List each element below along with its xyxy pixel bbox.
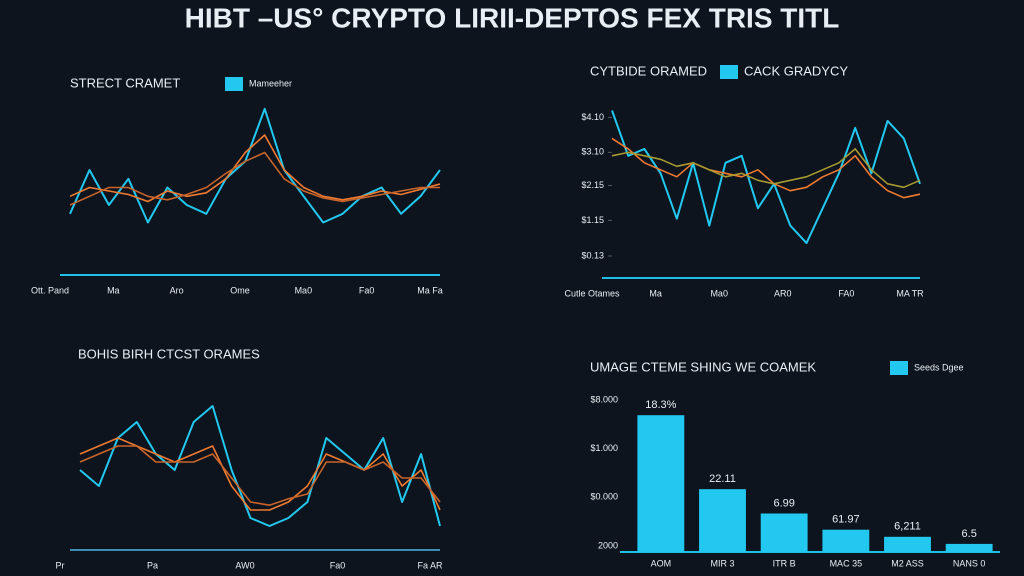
x-tick-label: Ma xyxy=(649,288,662,298)
bar xyxy=(945,543,993,552)
y-tick-label: $0.13 xyxy=(581,250,604,260)
line-series xyxy=(69,151,440,206)
line-series xyxy=(611,148,921,189)
line-series xyxy=(79,445,441,507)
x-tick-label: Aro xyxy=(170,285,184,295)
x-tick-label: Ma0 xyxy=(710,288,728,298)
y-tick-label: $3.10 xyxy=(581,147,604,157)
x-tick-label: M2 ASS xyxy=(891,558,924,568)
chart-title: BOHIS BIRH CTCST ORAMES xyxy=(78,346,260,361)
y-tick-label: $2.15 xyxy=(581,180,604,190)
y-tick-label: $0.000 xyxy=(590,492,618,502)
x-tick-label: ITR B xyxy=(773,558,796,568)
y-tick-label: $4.10 xyxy=(581,112,604,122)
x-tick-label: Ma0 xyxy=(295,285,313,295)
legend-swatch xyxy=(890,361,908,375)
line-series xyxy=(79,405,441,527)
x-tick-label: Cutle Otames xyxy=(564,288,620,298)
x-tick-label: AR0 xyxy=(774,288,792,298)
bar-annotation: 6.99 xyxy=(773,497,794,509)
legend-swatch xyxy=(720,65,738,79)
line-series xyxy=(69,107,441,224)
x-tick-label: Ott. Pand xyxy=(31,285,69,295)
x-tick-label: MAC 35 xyxy=(830,558,863,568)
bar xyxy=(822,529,870,552)
y-tick-label: $1.15 xyxy=(581,215,604,225)
x-tick-label: Fa0 xyxy=(330,560,346,570)
x-tick-label: Fa0 xyxy=(359,285,375,295)
legend-label: CACK GRADYCY xyxy=(744,63,848,78)
legend-label: Mameeher xyxy=(249,78,292,88)
bar-annotation: 22.11 xyxy=(709,473,736,485)
y-tick-label: $8.000 xyxy=(590,394,618,404)
bar xyxy=(699,489,746,552)
x-tick-label: NANS 0 xyxy=(953,558,986,568)
chart-title: UMAGE CTEME SHING WE COAMEK xyxy=(590,359,816,374)
legend-swatch xyxy=(225,77,243,91)
x-tick-label: FA0 xyxy=(838,288,854,298)
x-tick-label: AW0 xyxy=(235,560,254,570)
x-tick-label: AOM xyxy=(651,558,672,568)
line-series xyxy=(611,137,921,199)
bar-annotation: 6,211 xyxy=(894,521,921,533)
x-tick-label: MA TR xyxy=(896,288,924,298)
x-tick-label: Fa AR xyxy=(417,560,443,570)
x-tick-label: Pr xyxy=(56,560,65,570)
x-tick-label: MIR 3 xyxy=(710,558,734,568)
x-tick-label: Pa xyxy=(147,560,158,570)
bar xyxy=(760,513,808,552)
chart-title: STRECT CRAMET xyxy=(70,75,180,90)
y-tick-label: $1.000 xyxy=(590,443,618,453)
bar xyxy=(637,415,685,552)
bar-annotation: 61.97 xyxy=(832,514,860,526)
line-series xyxy=(79,437,441,511)
bar-annotation: 6.5 xyxy=(962,528,977,540)
line-series xyxy=(69,134,441,203)
chart-title: CYTBIDE ORAMED xyxy=(590,63,707,78)
x-tick-label: Ome xyxy=(230,285,250,295)
x-tick-label: Ma xyxy=(107,285,120,295)
page-title: HIBT –US° CRYPTO LIRII-DEPTOS FEX TRIS T… xyxy=(185,2,840,33)
legend-label: Seeds Dgee xyxy=(914,362,964,372)
y-tick-label: 2000 xyxy=(598,540,618,550)
x-tick-label: Ma Fa xyxy=(417,285,443,295)
bar xyxy=(884,536,931,552)
bar-annotation: 18.3% xyxy=(645,399,676,411)
